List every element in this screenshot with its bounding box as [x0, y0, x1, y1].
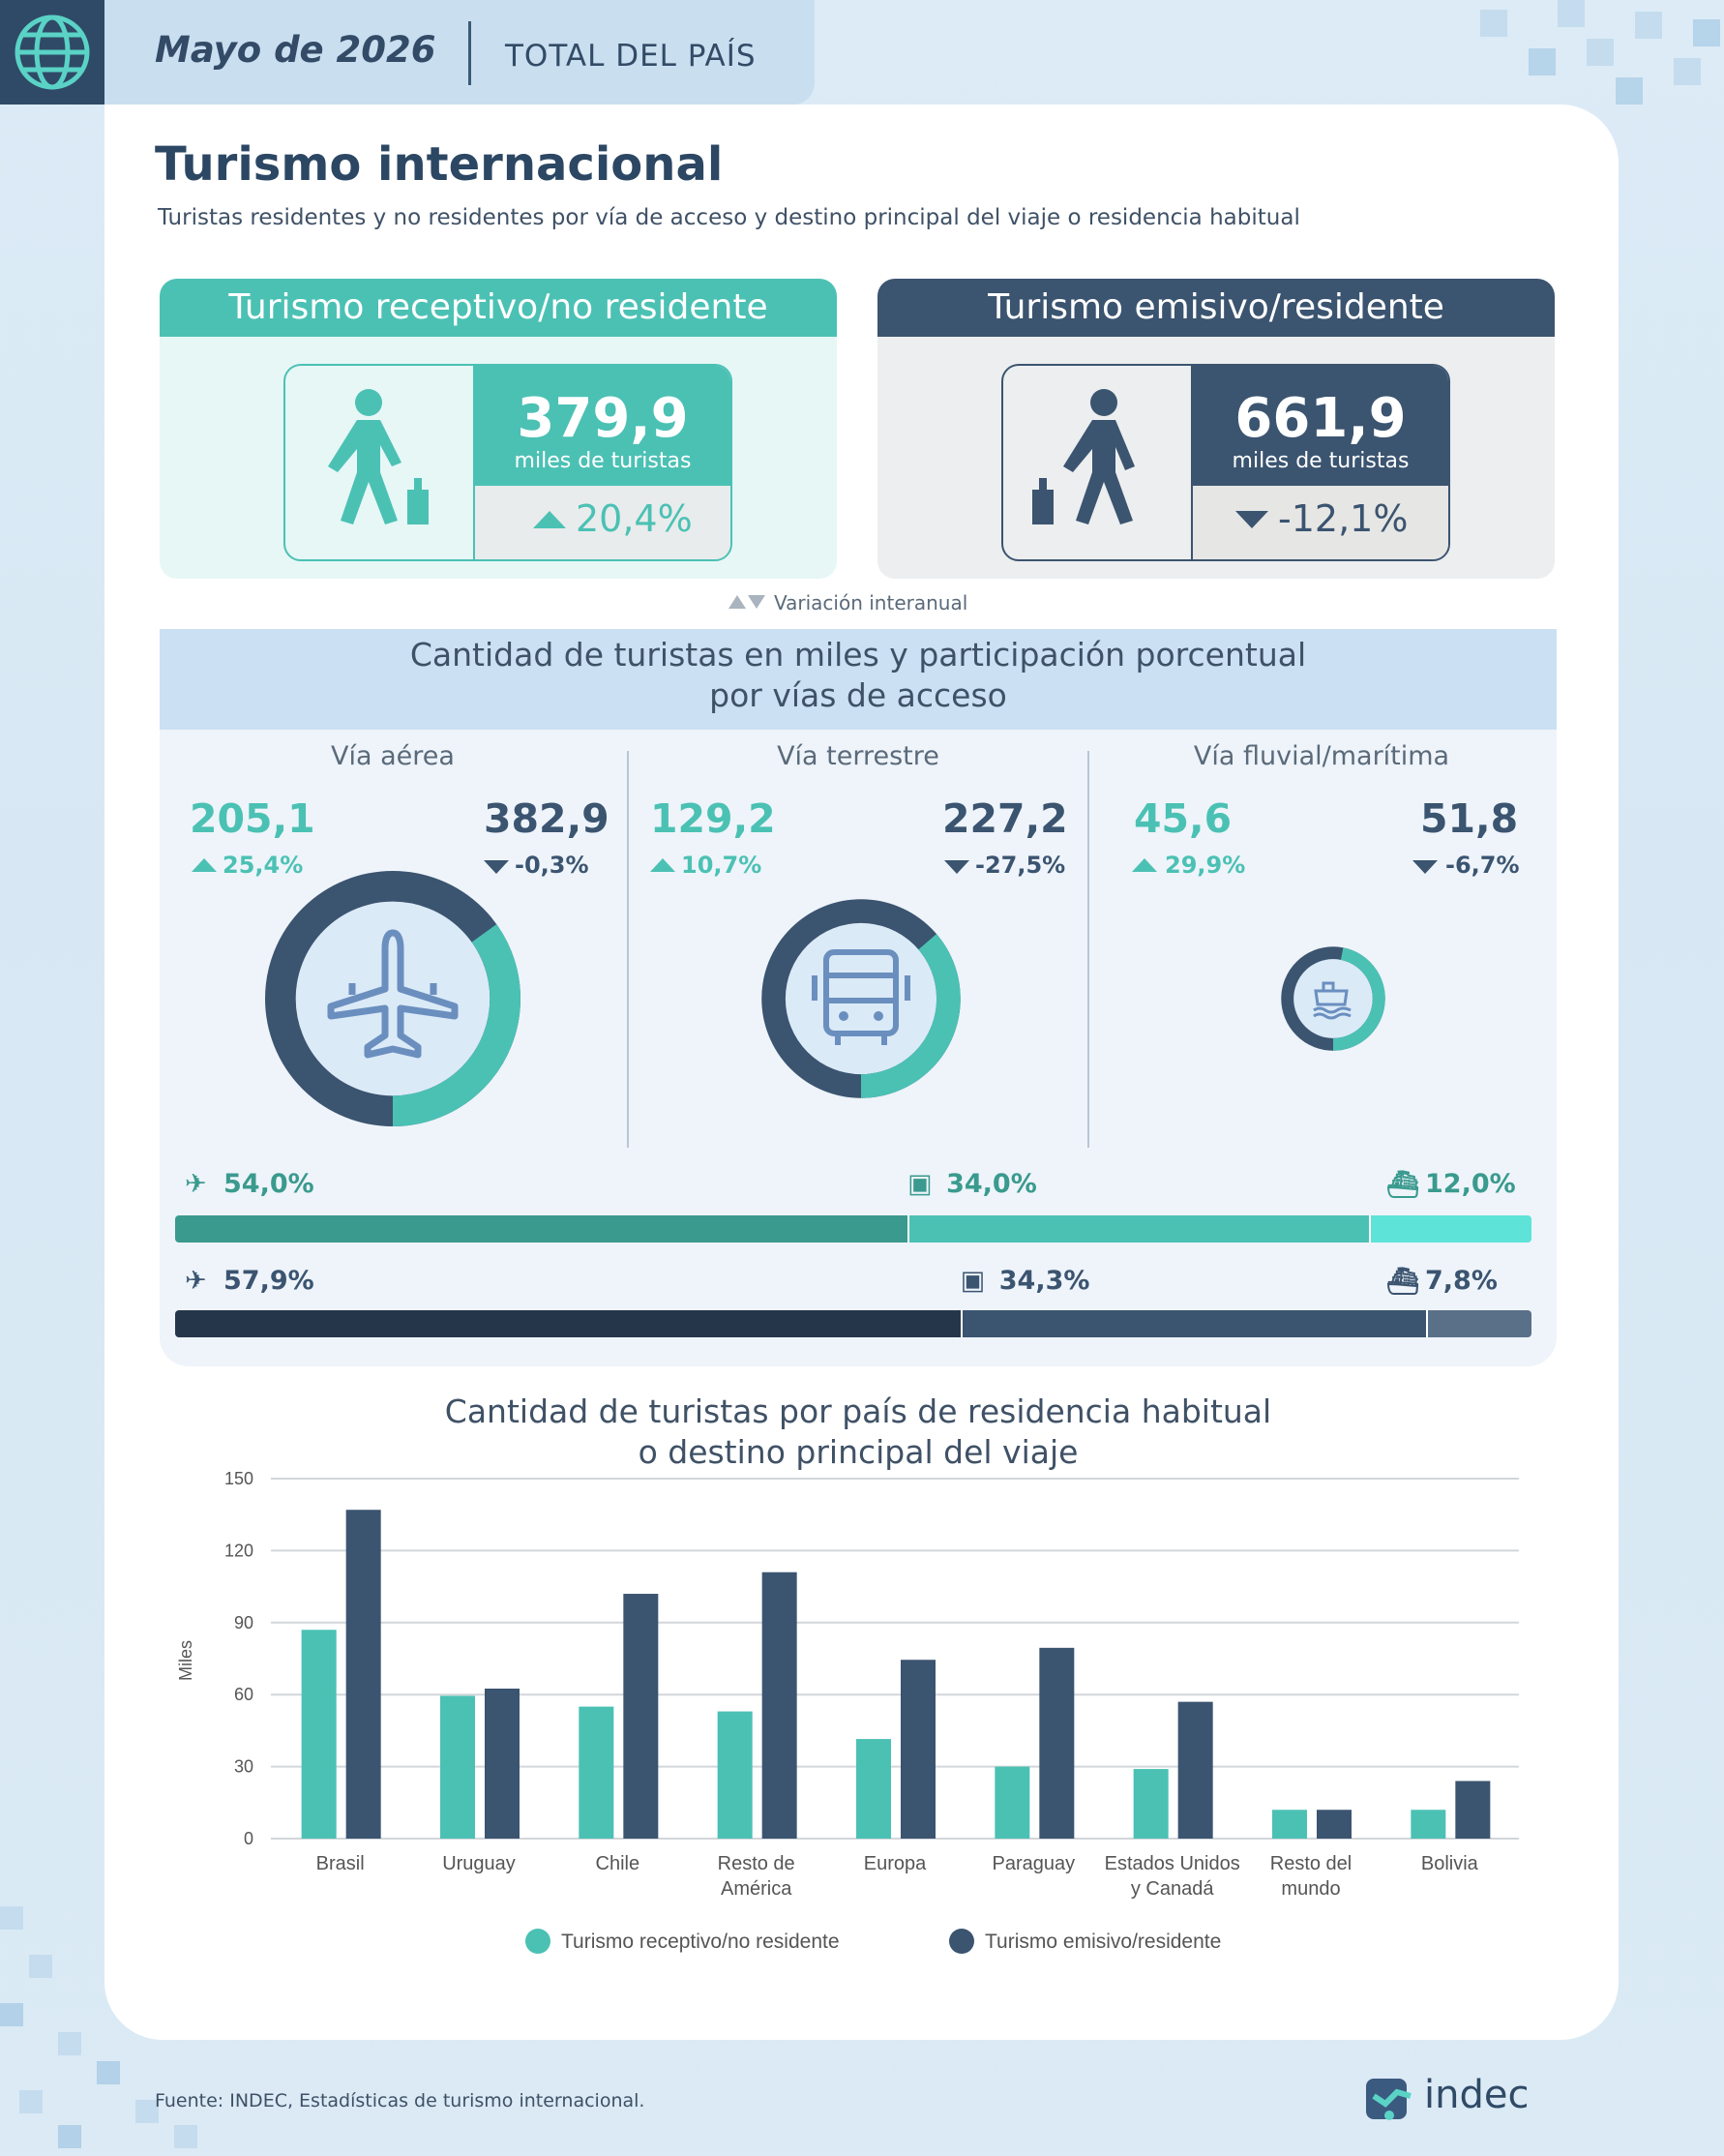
source-note: Fuente: INDEC, Estadísticas de turismo i… — [155, 2090, 645, 2111]
kpi-receptivo-title: Turismo receptivo/no residente — [160, 279, 837, 337]
kpi-receptivo-value: 379,9 — [517, 387, 689, 450]
route-label-sea: Vía fluvial/marítima — [1193, 741, 1450, 771]
decorative-pixels-bottom — [0, 1897, 232, 2152]
air-emisivo-value: 382,9 — [484, 795, 609, 842]
airplane-icon: ✈ — [185, 1266, 207, 1296]
access-section-title: Cantidad de turistas en miles y particip… — [160, 635, 1557, 716]
kpi-receptivo-valuebox — [475, 366, 730, 486]
ship-icon — [1310, 977, 1354, 1026]
chart-title-line1: Cantidad de turistas por país de residen… — [444, 1392, 1272, 1430]
up-arrow-icon — [1132, 857, 1157, 877]
sea-receptivo-value: 45,6 — [1134, 795, 1233, 842]
share-bar-segment — [1425, 1310, 1531, 1337]
variation-legend: Variación interanual — [774, 591, 968, 614]
up-arrow-icon — [192, 857, 217, 877]
bus-icon: ▣ — [907, 1169, 933, 1199]
variation-legend-icon — [728, 594, 765, 614]
kpi-emisivo-value: 661,9 — [1234, 387, 1407, 450]
kpi-receptivo-unit: miles de turistas — [514, 449, 692, 473]
share-bar-track — [175, 1310, 1531, 1337]
kpi-emisivo-variation: -12,1% — [1278, 497, 1409, 540]
up-arrow-icon — [650, 857, 675, 877]
share-bar-track — [175, 1215, 1531, 1243]
ship-icon: ⛴ — [1386, 1267, 1420, 1297]
header-date: Mayo de 2026 — [155, 29, 436, 71]
ship-icon: ⛴ — [1386, 1170, 1420, 1200]
header-bar — [0, 0, 815, 105]
share-label: 34,0% — [946, 1169, 1037, 1199]
bus-icon — [811, 946, 911, 1051]
land-emisivo-value: 227,2 — [942, 795, 1068, 842]
kpi-emisivo: Turismo emisivo/residente 661,9 miles de… — [877, 279, 1555, 579]
decorative-pixels-top — [1442, 0, 1724, 126]
route-label-air: Vía aérea — [331, 741, 455, 771]
page-subtitle: Turistas residentes y no residentes por … — [158, 205, 1300, 230]
access-title-line1: Cantidad de turistas en miles y particip… — [409, 636, 1307, 674]
kpi-emisivo-inner: 661,9 miles de turistas -12,1% — [1001, 364, 1450, 561]
share-bar-segment — [175, 1310, 961, 1337]
kpi-emisivo-valuebox — [1193, 366, 1448, 486]
column-divider — [1087, 751, 1089, 1148]
share-label: 12,0% — [1425, 1169, 1516, 1199]
down-arrow-icon — [1412, 859, 1438, 879]
kpi-receptivo-variation: 20,4% — [576, 497, 693, 540]
kpi-receptivo-divider — [473, 366, 475, 559]
kpi-receptivo: Turismo receptivo/no residente 379,9 mil… — [160, 279, 837, 579]
sea-emisivo-variation: -6,7% — [1445, 852, 1520, 879]
airplane-icon — [325, 927, 461, 1066]
air-emisivo-variation: -0,3% — [515, 852, 589, 879]
sea-emisivo-value: 51,8 — [1420, 795, 1519, 842]
share-label: 54,0% — [223, 1169, 314, 1199]
access-title-line2: por vías de acceso — [709, 676, 1007, 714]
airplane-icon: ✈ — [185, 1169, 207, 1199]
route-label-land: Vía terrestre — [777, 741, 939, 771]
globe-icon — [0, 0, 104, 105]
header-divider — [468, 21, 471, 85]
walker-icon — [1032, 389, 1148, 528]
header-scope: TOTAL DEL PAÍS — [505, 39, 757, 74]
kpi-receptivo-inner: 379,9 miles de turistas 20,4% — [283, 364, 732, 561]
land-receptivo-variation: 10,7% — [681, 852, 762, 879]
chart-title-line2: o destino principal del viaje — [638, 1433, 1079, 1471]
kpi-receptivo-up-arrow-icon — [533, 509, 566, 534]
kpi-emisivo-varbox — [1193, 486, 1448, 559]
sea-receptivo-variation: 29,9% — [1165, 852, 1246, 879]
access-section-header — [160, 629, 1557, 730]
share-label: 34,3% — [998, 1266, 1090, 1296]
kpi-emisivo-divider — [1191, 366, 1193, 559]
down-arrow-icon — [484, 859, 509, 879]
kpi-emisivo-down-arrow-icon — [1235, 509, 1268, 534]
indec-logo-text: indec — [1424, 2073, 1530, 2117]
share-label: 7,8% — [1425, 1266, 1498, 1296]
walker-icon — [324, 389, 431, 528]
share-label: 57,9% — [223, 1266, 314, 1296]
chart-title: Cantidad de turistas por país de residen… — [160, 1392, 1557, 1473]
bus-icon: ▣ — [960, 1266, 986, 1296]
land-emisivo-variation: -27,5% — [975, 852, 1066, 879]
kpi-receptivo-varbox — [475, 486, 730, 559]
air-receptivo-value: 205,1 — [190, 795, 315, 842]
column-divider — [627, 751, 629, 1148]
share-bar-segment — [175, 1215, 908, 1243]
kpi-emisivo-unit: miles de turistas — [1232, 449, 1410, 473]
share-bar-segment — [960, 1310, 1428, 1337]
land-receptivo-value: 129,2 — [650, 795, 776, 842]
air-receptivo-variation: 25,4% — [223, 852, 304, 879]
share-bar-segment — [1368, 1215, 1531, 1243]
kpi-emisivo-title: Turismo emisivo/residente — [877, 279, 1555, 337]
indec-logo-icon — [1364, 2075, 1418, 2127]
share-bar-segment — [907, 1215, 1371, 1243]
down-arrow-icon — [944, 859, 969, 879]
page-title: Turismo internacional — [155, 137, 724, 192]
